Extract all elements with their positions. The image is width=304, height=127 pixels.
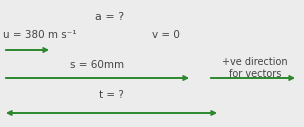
Text: for vectors: for vectors xyxy=(229,69,281,79)
Text: v = 0: v = 0 xyxy=(152,30,180,40)
Text: a = ?: a = ? xyxy=(95,12,125,22)
Text: u = 380 m s⁻¹: u = 380 m s⁻¹ xyxy=(3,30,77,40)
Text: s = 60mm: s = 60mm xyxy=(71,60,125,70)
Text: t = ?: t = ? xyxy=(99,90,124,100)
Text: +ve direction: +ve direction xyxy=(222,57,288,67)
